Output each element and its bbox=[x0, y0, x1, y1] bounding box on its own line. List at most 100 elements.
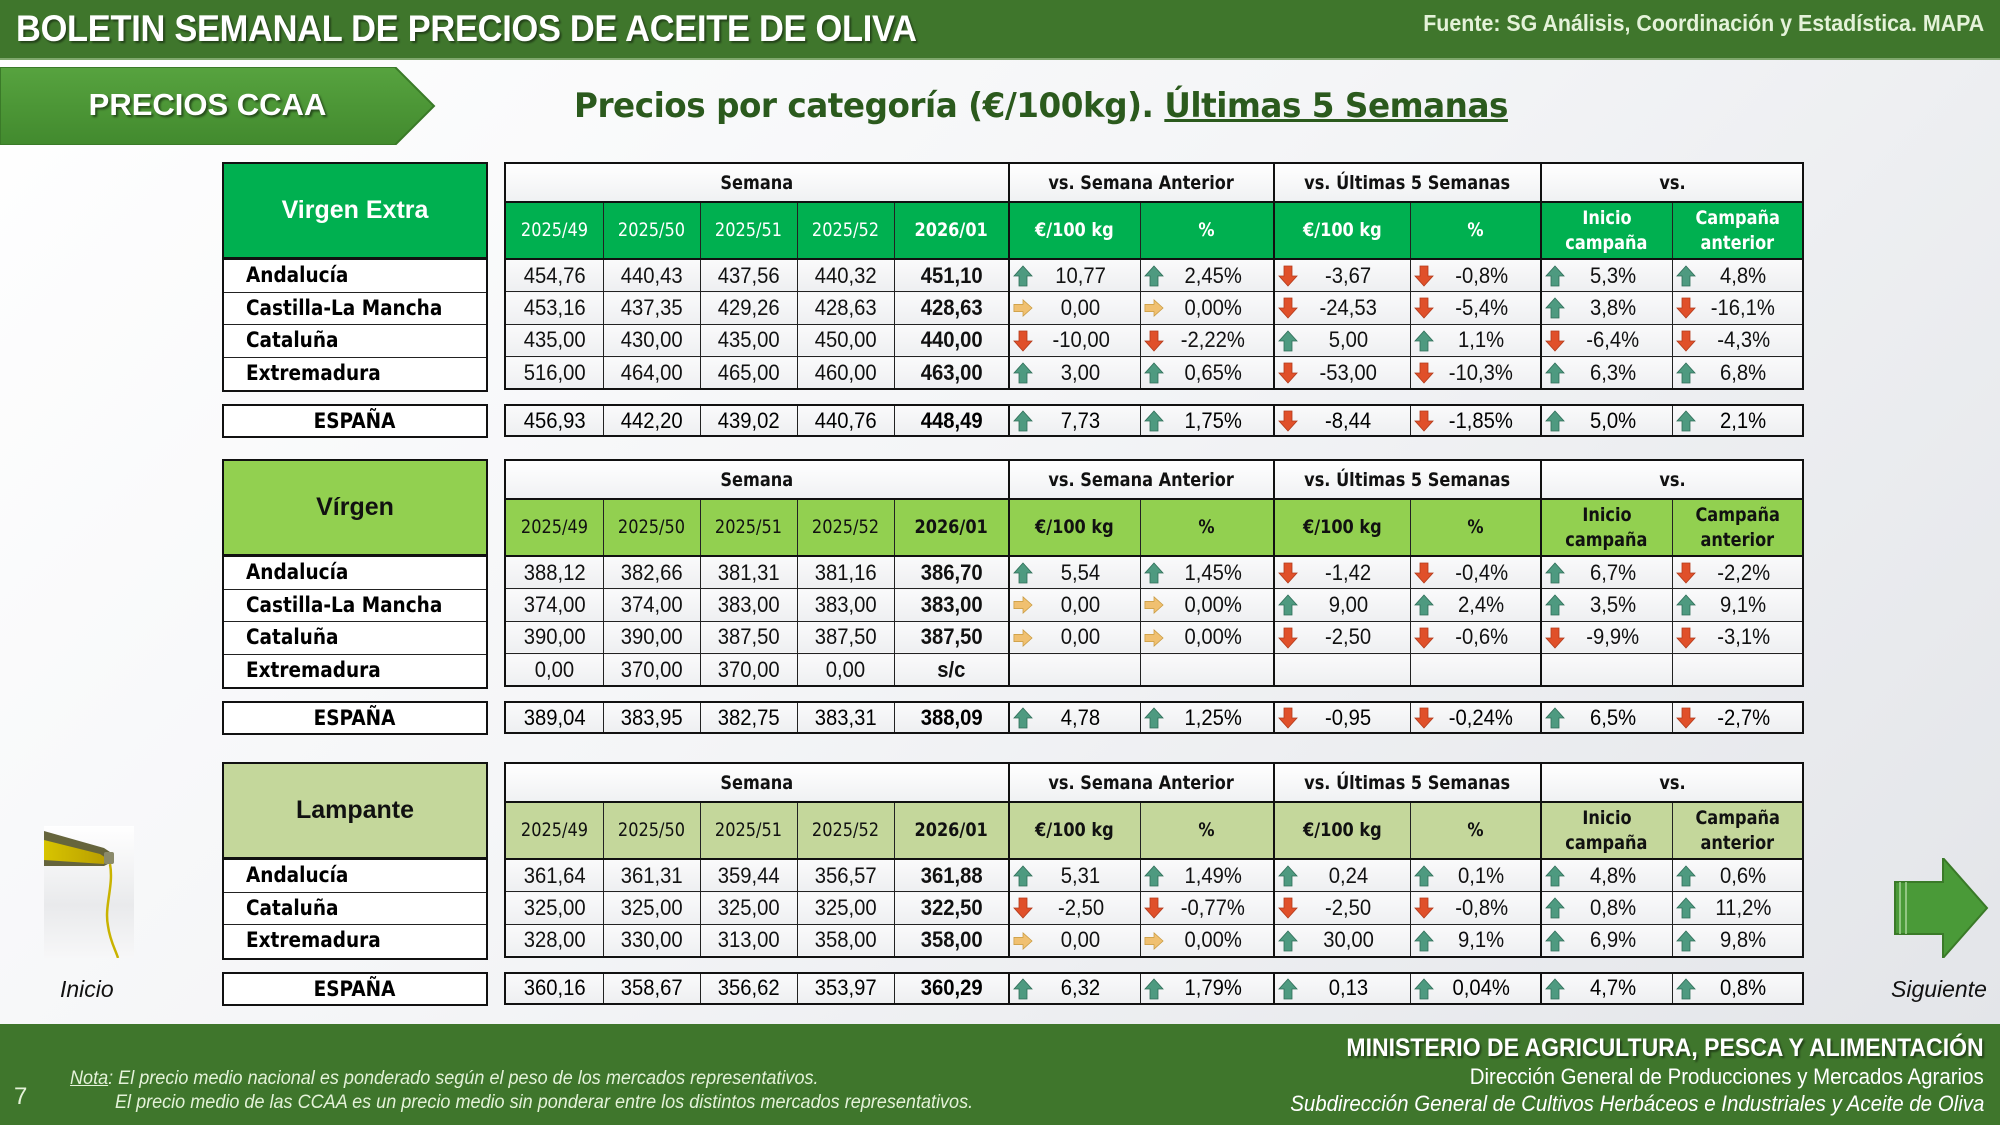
next-button[interactable]: Siguiente bbox=[1891, 855, 1989, 1002]
table-row: 328,00 330,00 313,00 358,00 358,00 0,00 0,00% 3… bbox=[504, 923, 1804, 957]
price-cell: 387,50 bbox=[796, 620, 895, 654]
category-box: Vírgen Andalucía Castilla-La Mancha Cataluñ… bbox=[222, 459, 488, 689]
arrow-up-icon bbox=[1545, 362, 1565, 384]
change-cell bbox=[1540, 653, 1673, 687]
arrow-up-icon bbox=[1013, 410, 1033, 432]
espana-change-cell: -0,24% bbox=[1409, 701, 1542, 734]
price-cell: 361,31 bbox=[602, 858, 701, 892]
arrow-right-icon bbox=[1144, 299, 1164, 317]
inicio-campana-header: Inicio campaña bbox=[1540, 801, 1673, 860]
espana-change-cell: -1,85% bbox=[1409, 404, 1542, 437]
change-cell: -0,6% bbox=[1409, 620, 1542, 654]
eur-header: €/100 kg bbox=[1273, 201, 1411, 260]
arrow-down-icon bbox=[1675, 562, 1696, 584]
price-cell: 428,63 bbox=[796, 291, 895, 325]
arrow-up-icon bbox=[1013, 865, 1033, 887]
espana-change-cell: 1,75% bbox=[1139, 404, 1275, 437]
region-label: Cataluña bbox=[224, 325, 486, 358]
category-title: Vírgen bbox=[224, 461, 486, 557]
espana-change-cell: 1,79% bbox=[1139, 972, 1275, 1004]
table-row: 454,76 440,43 437,56 440,32 451,10 10,77 2,45%… bbox=[504, 258, 1804, 292]
price-cell: 313,00 bbox=[699, 923, 798, 957]
week-header: 2025/52 bbox=[796, 201, 895, 260]
change-cell: 1,1% bbox=[1409, 323, 1542, 357]
week-header: 2025/49 bbox=[504, 498, 604, 557]
arrow-down-icon bbox=[1675, 707, 1696, 729]
arrow-up-icon bbox=[1413, 865, 1434, 887]
category-box: Virgen Extra Andalucía Castilla-La Mancha C… bbox=[222, 162, 488, 392]
change-cell: -16,1% bbox=[1671, 291, 1804, 325]
home-button[interactable]: Inicio bbox=[44, 826, 134, 1002]
table-row: 374,00 374,00 383,00 383,00 383,00 0,00 0,00% 9… bbox=[504, 588, 1804, 622]
price-cell: 330,00 bbox=[602, 923, 701, 957]
change-cell: 0,00% bbox=[1139, 588, 1275, 622]
region-label: Andalucía bbox=[224, 557, 486, 590]
arrow-down-icon bbox=[1278, 297, 1298, 319]
group-semana: Semana bbox=[504, 162, 1010, 203]
footer: 7 Nota: El precio medio nacional es pond… bbox=[0, 1024, 2000, 1125]
price-cell: 451,10 bbox=[893, 258, 1010, 292]
price-cell: 361,88 bbox=[893, 858, 1010, 892]
arrow-down-icon bbox=[1675, 330, 1696, 352]
change-cell: 0,6% bbox=[1671, 858, 1804, 892]
change-cell: -53,00 bbox=[1273, 356, 1411, 390]
arrow-up-icon bbox=[1013, 707, 1033, 729]
change-cell: -2,22% bbox=[1139, 323, 1275, 357]
change-cell: 0,00 bbox=[1008, 923, 1141, 957]
espana-price-cell: 383,31 bbox=[796, 701, 895, 734]
espana-change-cell: -0,95 bbox=[1273, 701, 1411, 734]
espana-change-cell: 4,7% bbox=[1540, 972, 1673, 1004]
change-cell: 0,24 bbox=[1273, 858, 1411, 892]
arrow-up-icon bbox=[1675, 865, 1696, 887]
arrow-down-icon bbox=[1413, 362, 1434, 384]
change-cell: 0,8% bbox=[1540, 891, 1673, 925]
week-header: 2025/50 bbox=[602, 201, 701, 260]
change-cell: -24,53 bbox=[1273, 291, 1411, 325]
change-cell: -10,00 bbox=[1008, 323, 1141, 357]
arrow-up-icon bbox=[1278, 865, 1298, 887]
section-tag-label: PRECIOS CCAA bbox=[88, 87, 327, 122]
change-cell: 1,49% bbox=[1139, 858, 1275, 892]
price-table: Semana vs. Semana Anterior vs. Últimas 5… bbox=[504, 162, 1804, 390]
arrow-up-icon bbox=[1545, 929, 1565, 951]
price-cell: 435,00 bbox=[504, 323, 604, 357]
price-cell: 325,00 bbox=[602, 891, 701, 925]
price-cell: 460,00 bbox=[796, 356, 895, 390]
pct-header: % bbox=[1409, 498, 1542, 557]
change-cell: -0,4% bbox=[1409, 555, 1542, 589]
arrow-up-icon bbox=[1413, 594, 1434, 616]
table-row: 390,00 390,00 387,50 387,50 387,50 0,00 0,00% -… bbox=[504, 620, 1804, 654]
week-header: 2025/52 bbox=[796, 801, 895, 860]
change-cell: 0,00 bbox=[1008, 291, 1141, 325]
espana-price-cell: 442,20 bbox=[602, 404, 701, 437]
arrow-up-icon bbox=[1143, 977, 1164, 999]
campana-anterior-header: Campaña anterior bbox=[1671, 801, 1804, 860]
change-cell: -4,3% bbox=[1671, 323, 1804, 357]
espana-change-cell: -2,7% bbox=[1671, 701, 1804, 734]
inicio-campana-header: Inicio campaña bbox=[1540, 201, 1673, 260]
arrow-up-icon bbox=[1545, 707, 1565, 729]
source-label: Fuente: SG Análisis, Coordinación y Esta… bbox=[1422, 10, 1984, 36]
espana-change-cell: 6,32 bbox=[1008, 972, 1141, 1004]
group-vs-semana-anterior: vs. Semana Anterior bbox=[1008, 762, 1275, 803]
pct-header: % bbox=[1139, 498, 1275, 557]
table-row: 0,00 370,00 370,00 0,00 s/c bbox=[504, 653, 1804, 687]
arrow-down-icon bbox=[1013, 330, 1033, 352]
change-cell: -9,9% bbox=[1540, 620, 1673, 654]
price-cell: 325,00 bbox=[504, 891, 604, 925]
next-label: Siguiente bbox=[1891, 976, 1987, 1002]
arrow-up-icon bbox=[1143, 865, 1164, 887]
change-cell: 5,31 bbox=[1008, 858, 1141, 892]
group-vs: vs. bbox=[1540, 762, 1804, 803]
arrow-up-icon bbox=[1143, 410, 1164, 432]
page-number: 7 bbox=[14, 1083, 28, 1110]
change-cell: -1,42 bbox=[1273, 555, 1411, 589]
arrow-up-icon bbox=[1013, 977, 1033, 999]
change-cell: -10,3% bbox=[1409, 356, 1542, 390]
arrow-up-icon bbox=[1545, 897, 1565, 919]
espana-change-cell: 5,0% bbox=[1540, 404, 1673, 437]
change-cell: 0,00% bbox=[1139, 291, 1275, 325]
olive-oil-bottle-icon bbox=[44, 826, 134, 959]
change-cell: 0,00% bbox=[1139, 620, 1275, 654]
change-cell: -2,50 bbox=[1008, 891, 1141, 925]
